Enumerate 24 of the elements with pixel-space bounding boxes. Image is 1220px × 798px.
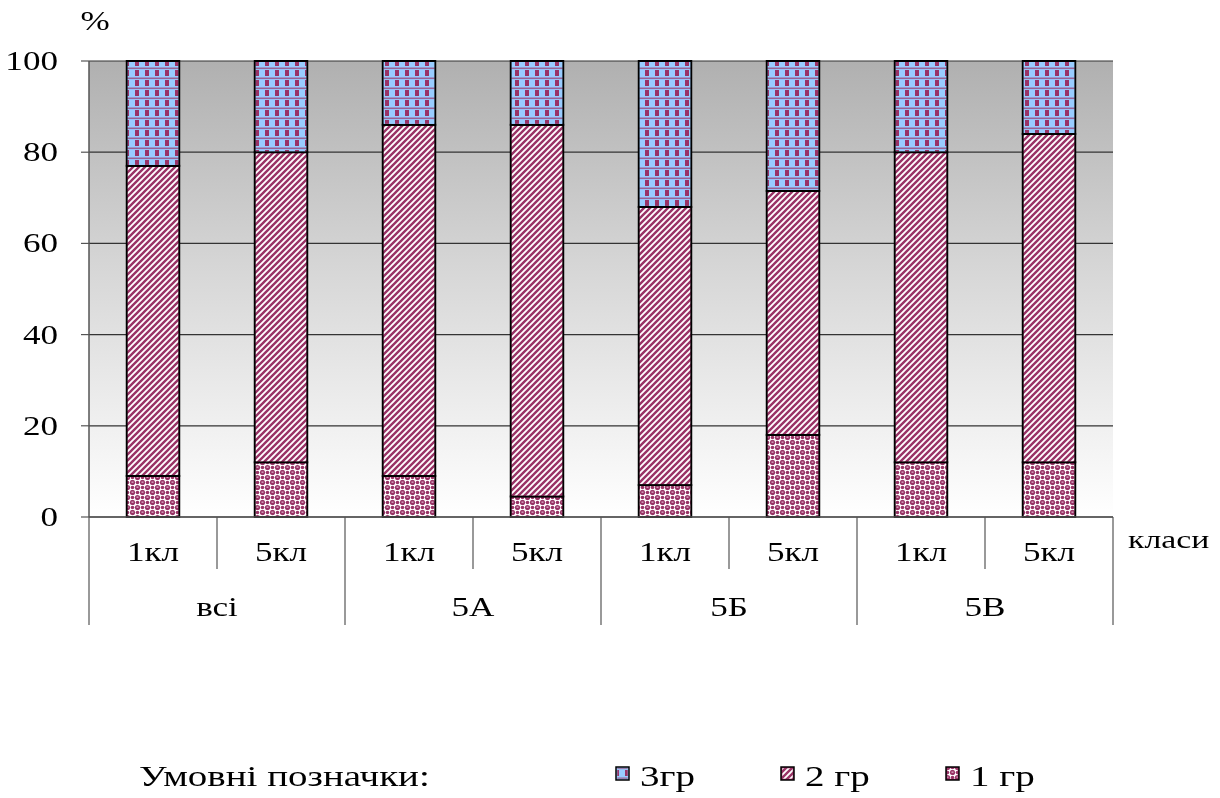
- legend-label: 2 гр: [805, 759, 870, 793]
- legend-label: 1 гр: [970, 759, 1035, 793]
- text: 5Б: [710, 591, 748, 623]
- text: 5В: [964, 591, 1006, 623]
- x-tick-label: 1кл: [638, 536, 692, 568]
- legend-title: Умовні позначки:: [139, 759, 430, 793]
- y-axis-title: %: [80, 5, 110, 37]
- y-tick-label: 60: [22, 228, 58, 259]
- x-tick-label: 1кл: [382, 536, 436, 568]
- legend-label: 3гр: [640, 759, 695, 793]
- y-tick-label: 100: [5, 45, 58, 77]
- text: всі: [196, 591, 239, 623]
- x-tick-label: 5кл: [1022, 536, 1076, 568]
- y-tick-label: 20: [22, 410, 58, 441]
- y-tick-label: 80: [22, 137, 58, 168]
- x-tick-label: 5кл: [766, 536, 820, 568]
- x-axis-title: класи: [1128, 524, 1210, 555]
- x-tick-label: 5кл: [254, 536, 308, 568]
- x-tick-label: 5кл: [510, 536, 564, 568]
- text: 5А: [451, 591, 495, 623]
- y-tick-label: 0: [40, 501, 58, 533]
- x-tick-label: 1кл: [894, 536, 948, 568]
- x-tick-label: 1кл: [126, 536, 180, 568]
- y-tick-label: 40: [22, 319, 58, 350]
